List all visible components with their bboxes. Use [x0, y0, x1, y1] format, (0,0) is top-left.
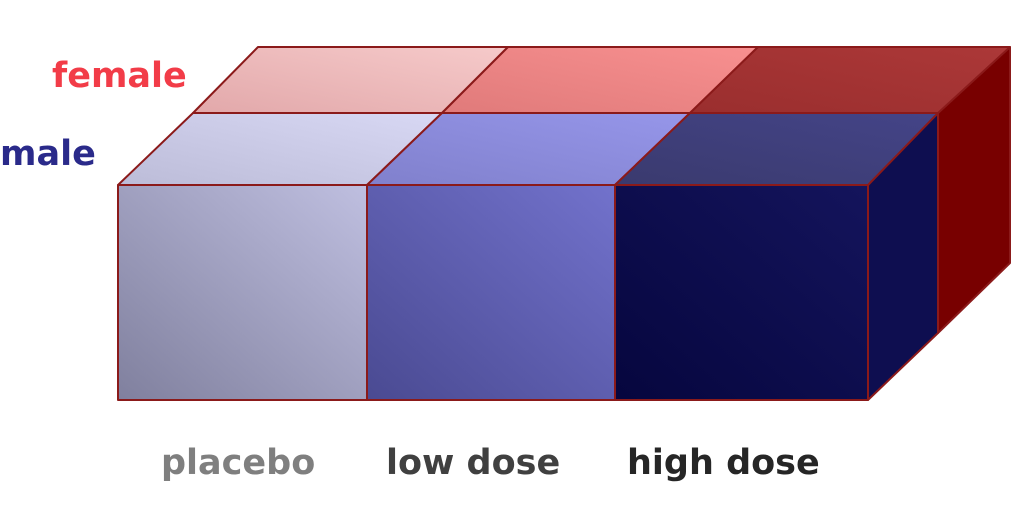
column-label-low-dose: low dose [386, 443, 561, 483]
male-low-dose-front [366, 184, 616, 401]
column-label-placebo: placebo [161, 443, 316, 483]
row-label-male: male [0, 134, 96, 174]
row-label-female: female [52, 56, 187, 96]
male-high-dose-front [614, 184, 869, 401]
male-placebo-front [117, 184, 368, 401]
column-label-high-dose: high dose [627, 443, 820, 483]
